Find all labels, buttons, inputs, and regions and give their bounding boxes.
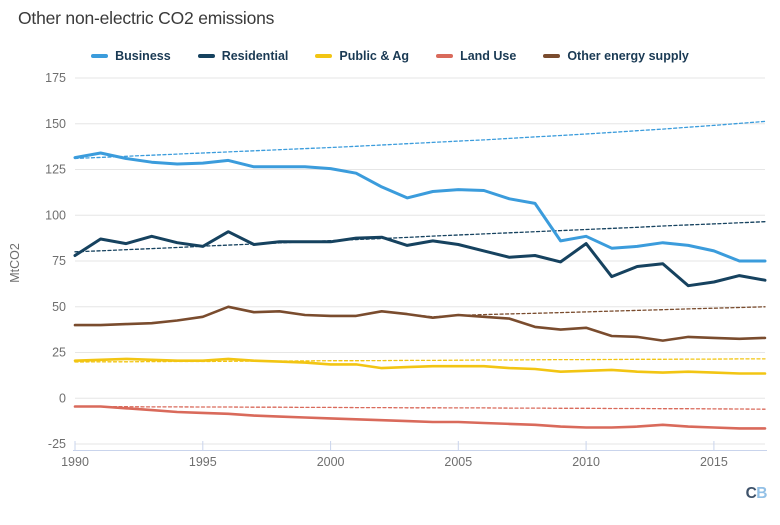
series-line-business-dashed-trend: [74, 120, 766, 160]
legend-label-public-ag: Public & Ag: [339, 49, 410, 63]
legend-swatch-business: [91, 54, 109, 58]
legend-item-business[interactable]: Business: [91, 49, 171, 63]
series-line-other-energy-supply: [73, 305, 767, 342]
legend-item-public-ag[interactable]: Public & Ag: [315, 49, 409, 63]
series-line-business: [73, 151, 767, 263]
logo-letter-c: C: [745, 485, 757, 502]
y-tick-label: 75: [52, 254, 66, 268]
series-line-residential: [73, 230, 767, 288]
y-tick-label: 100: [45, 208, 66, 222]
series-line-land-use-dashed-trend: [74, 405, 766, 410]
legend-swatch-public-ag: [315, 54, 333, 58]
legend-label-other-energy-supply: Other energy supply: [567, 49, 689, 63]
legend-label-residential: Residential: [221, 49, 289, 63]
y-tick-label: 50: [52, 300, 66, 314]
legend-swatch-land-use: [436, 54, 454, 58]
series-line-public-ag: [73, 357, 767, 375]
y-tick-label: 150: [45, 117, 66, 131]
legend-swatch-residential: [197, 54, 215, 58]
legend-item-residential[interactable]: Residential: [197, 49, 289, 63]
legend-item-other-energy-supply[interactable]: Other energy supply: [543, 49, 689, 63]
carbonbrief-logo: CB: [745, 485, 768, 502]
x-tick-label: 1995: [189, 455, 217, 469]
series-line-residential-dashed-trend: [74, 221, 766, 253]
x-tick-label: 1990: [61, 455, 89, 469]
x-tick-label: 2015: [700, 455, 728, 469]
legend-label-business: Business: [115, 49, 171, 63]
chart-title: Other non-electric CO2 emissions: [18, 8, 275, 28]
logo-letter-b: B: [756, 485, 767, 502]
y-tick-label: 25: [52, 346, 66, 360]
legend-swatch-other-energy-supply: [543, 54, 561, 58]
x-tick-label: 2000: [317, 455, 345, 469]
chart-legend: Business Residential Public & Ag Land Use Ot…: [0, 49, 780, 63]
y-tick-label: -25: [48, 437, 66, 451]
x-tick-label: 2010: [572, 455, 600, 469]
y-tick-label: 175: [45, 71, 66, 85]
legend-item-land-use[interactable]: Land Use: [436, 49, 516, 63]
x-tick-label: 2005: [444, 455, 472, 469]
y-tick-label: 0: [59, 391, 66, 405]
legend-label-land-use: Land Use: [460, 49, 517, 63]
y-tick-label: 125: [45, 163, 66, 177]
series-line-land-use: [73, 405, 767, 430]
